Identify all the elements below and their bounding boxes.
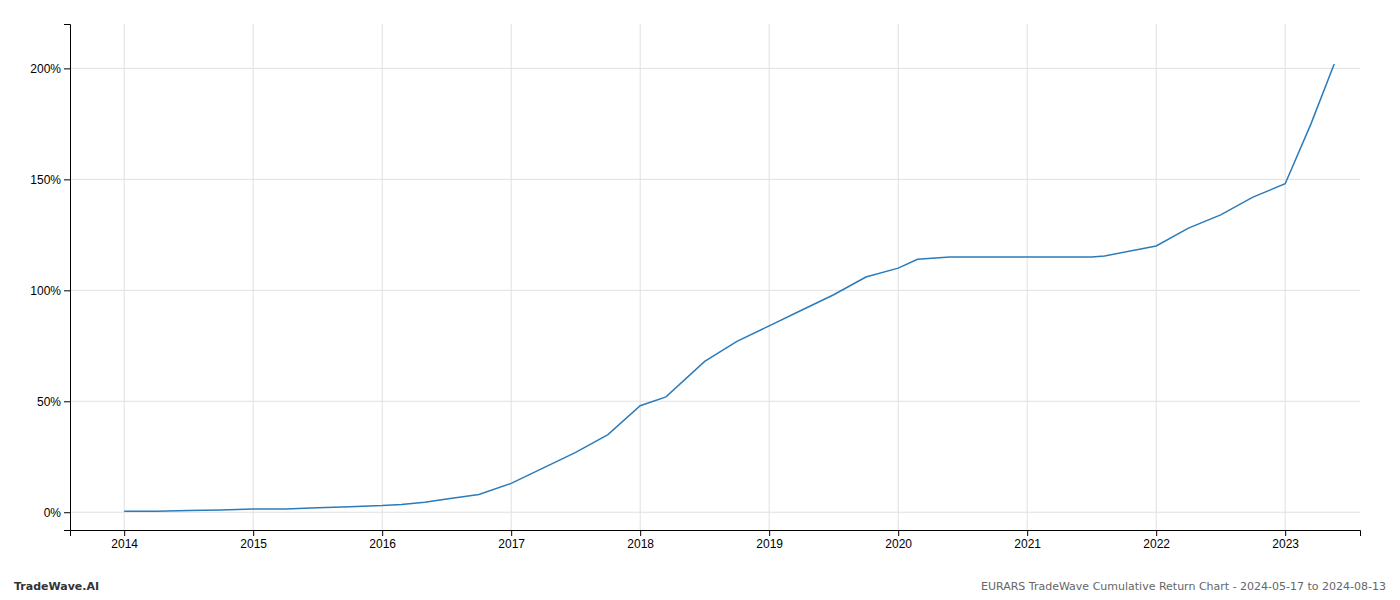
grid-line [382, 24, 383, 530]
y-tick: 150% [30, 173, 70, 187]
y-tick: 50% [37, 395, 70, 409]
grid-line [1156, 24, 1157, 530]
x-tick-mark [640, 530, 641, 536]
grid [70, 24, 1360, 530]
y-tick-mark [64, 401, 70, 402]
x-tick: 2021 [1014, 530, 1041, 551]
y-tick-mark [64, 68, 70, 69]
x-tick-mark [1156, 530, 1157, 536]
x-tick-mark [898, 530, 899, 536]
x-tick-label: 2019 [756, 537, 783, 551]
grid-line [511, 24, 512, 530]
y-tick-label: 100% [30, 284, 61, 298]
x-tick-mark [1285, 530, 1286, 536]
y-tick-mark [64, 290, 70, 291]
x-axis-line [71, 531, 1361, 537]
x-axis: 2014 2015 2016 2017 2018 2019 2020 2021 2022 2023 [71, 530, 1361, 551]
footer-left: TradeWave.AI [14, 580, 99, 593]
x-tick: 2022 [1143, 530, 1170, 551]
grid-line [124, 24, 125, 530]
grid-line [70, 68, 1360, 69]
x-tick-label: 2018 [627, 537, 654, 551]
x-tick-mark [382, 530, 383, 536]
y-tick: 0% [44, 506, 70, 520]
x-tick: 2015 [240, 530, 267, 551]
x-tick-label: 2014 [111, 537, 138, 551]
x-tick: 2014 [111, 530, 138, 551]
grid-line [769, 24, 770, 530]
line [124, 64, 1334, 511]
x-tick-label: 2021 [1014, 537, 1041, 551]
x-tick: 2018 [627, 530, 654, 551]
y-tick: 100% [30, 284, 70, 298]
y-tick: 200% [30, 62, 70, 76]
x-tick-label: 2022 [1143, 537, 1170, 551]
grid-line [1027, 24, 1028, 530]
y-tick-mark [64, 512, 70, 513]
x-tick: 2017 [498, 530, 525, 551]
x-tick: 2020 [885, 530, 912, 551]
x-tick-mark [253, 530, 254, 536]
plot-area: 2014 2015 2016 2017 2018 2019 2020 2021 2022 2023… [30, 24, 1360, 551]
grid-line [1285, 24, 1286, 530]
x-tick-label: 2016 [369, 537, 396, 551]
grid-line [70, 179, 1360, 180]
grid-line [640, 24, 641, 530]
y-tick-label: 50% [37, 395, 61, 409]
x-tick-label: 2015 [240, 537, 267, 551]
chart: 2014 2015 2016 2017 2018 2019 2020 2021 2022 2023… [0, 0, 1400, 600]
y-axis-line [64, 25, 71, 531]
x-tick: 2019 [756, 530, 783, 551]
x-tick-mark [124, 530, 125, 536]
grid-line [253, 24, 254, 530]
x-tick-mark [769, 530, 770, 536]
grid-line [898, 24, 899, 530]
y-axis: 0% 50% 100% 150% 200% [30, 25, 70, 531]
grid-line [70, 401, 1360, 402]
y-tick-label: 200% [30, 62, 61, 76]
footer-right: EURARS TradeWave Cumulative Return Chart… [981, 580, 1386, 593]
x-tick-label: 2023 [1272, 537, 1299, 551]
grid-line [70, 290, 1360, 291]
y-tick-label: 0% [44, 506, 62, 520]
x-tick-label: 2017 [498, 537, 525, 551]
x-tick: 2023 [1272, 530, 1299, 551]
x-tick-mark [511, 530, 512, 536]
grid-line [70, 512, 1360, 513]
x-tick: 2016 [369, 530, 396, 551]
y-tick-mark [64, 179, 70, 180]
x-tick-label: 2020 [885, 537, 912, 551]
y-tick-label: 150% [30, 173, 61, 187]
x-tick-mark [1027, 530, 1028, 536]
marks [124, 64, 1334, 511]
